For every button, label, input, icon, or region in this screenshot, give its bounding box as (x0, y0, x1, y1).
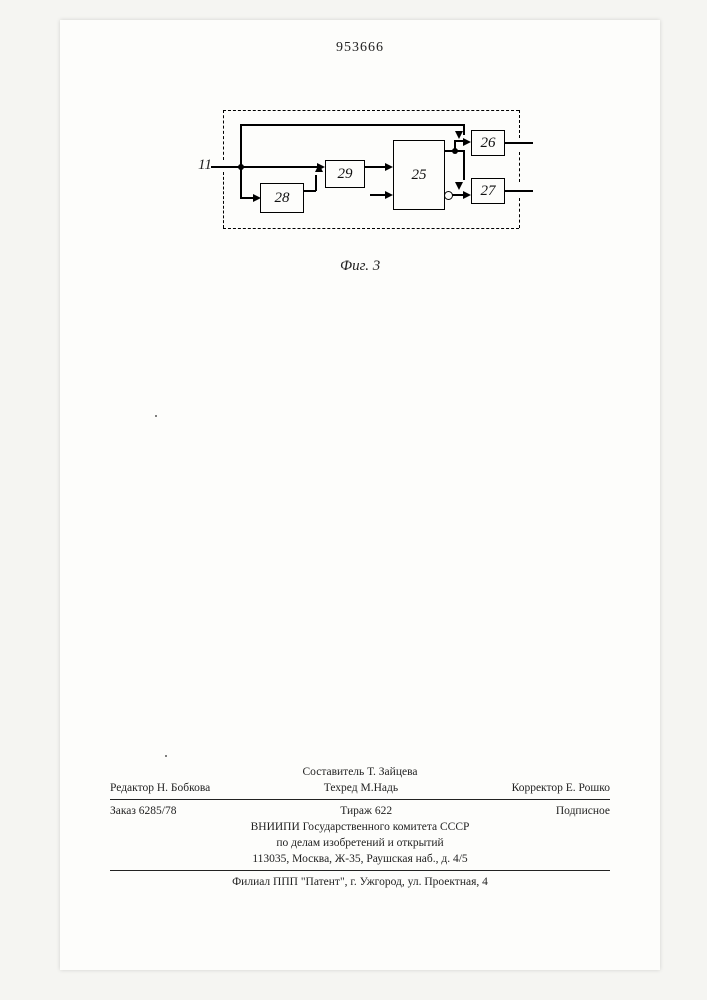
org-line-2: по делам изобретений и открытий (110, 835, 610, 851)
podpisnoe: Подписное (556, 805, 610, 817)
editor: Редактор Н. Бобкова (110, 782, 210, 794)
corrector: Корректор Е. Рошко (512, 782, 610, 794)
block-26: 26 (471, 130, 505, 156)
compiler: Составитель Т. Зайцева (110, 764, 610, 780)
org-line-1: ВНИИПИ Государственного комитета СССР (110, 819, 610, 835)
input-11-label: 11 (198, 157, 212, 174)
tirazh: Тираж 622 (340, 805, 392, 817)
branch: Филиал ППП "Патент", г. Ужгород, ул. Про… (110, 874, 610, 890)
block-28: 28 (260, 183, 304, 213)
block-27: 27 (471, 178, 505, 204)
imprint-footer: Составитель Т. Зайцева Редактор Н. Бобко… (110, 764, 610, 890)
figure-caption: Фиг. 3 (340, 258, 380, 275)
block-diagram: 28 29 25 26 27 11 (205, 110, 525, 250)
document-number: 953666 (60, 40, 660, 56)
block-29: 29 (325, 160, 365, 188)
block-25: 25 (393, 140, 445, 210)
address: 113035, Москва, Ж-35, Раушская наб., д. … (110, 851, 610, 867)
techred: Техред М.Надь (324, 782, 398, 794)
patent-page: 953666 28 29 25 26 27 11 (60, 20, 660, 970)
order-number: Заказ 6285/78 (110, 805, 177, 817)
